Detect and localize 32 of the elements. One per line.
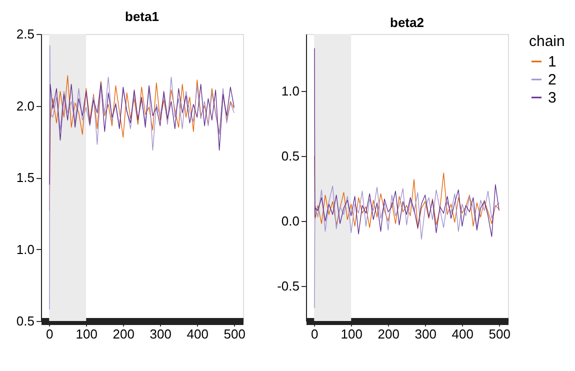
line-series (314, 48, 500, 237)
y-tick-label: 0.5 (16, 314, 34, 328)
y-tick-label: 1.0 (16, 242, 34, 257)
x-tick-label: 200 (112, 326, 134, 342)
line-series (49, 45, 234, 310)
x-tick-label: 300 (414, 326, 436, 342)
y-tick-label: 2.0 (16, 98, 34, 114)
x-tick-label: 100 (76, 326, 98, 342)
line-series (314, 186, 500, 308)
y-tick-label: 2.5 (16, 26, 34, 42)
y-tick-label: 1.0 (281, 84, 300, 99)
y-tick-label: 1.5 (16, 170, 34, 185)
x-tick-label: 500 (224, 326, 246, 342)
x-tick-label: 500 (488, 326, 510, 342)
x-tick-label: 200 (378, 326, 400, 342)
y-tick-label: 0.5 (281, 148, 300, 164)
x-tick-label: 0 (311, 326, 318, 342)
line-series (49, 82, 234, 186)
chart-title: beta2 (390, 15, 424, 30)
x-tick-label: 400 (186, 326, 208, 342)
line-series (314, 156, 500, 230)
legend-label: 3 (548, 90, 556, 106)
legend-title: chain (529, 33, 565, 50)
legend-label: 1 (548, 54, 556, 70)
x-tick-label: 100 (340, 326, 362, 342)
x-tick-label: 400 (452, 326, 474, 342)
legend-label: 2 (548, 72, 556, 88)
x-tick-label: 0 (46, 326, 54, 342)
y-tick-label: 0.0 (281, 214, 300, 229)
x-tick-label: 300 (150, 326, 172, 342)
y-tick-label: -0.5 (277, 278, 300, 294)
chart-title: beta1 (125, 9, 159, 24)
